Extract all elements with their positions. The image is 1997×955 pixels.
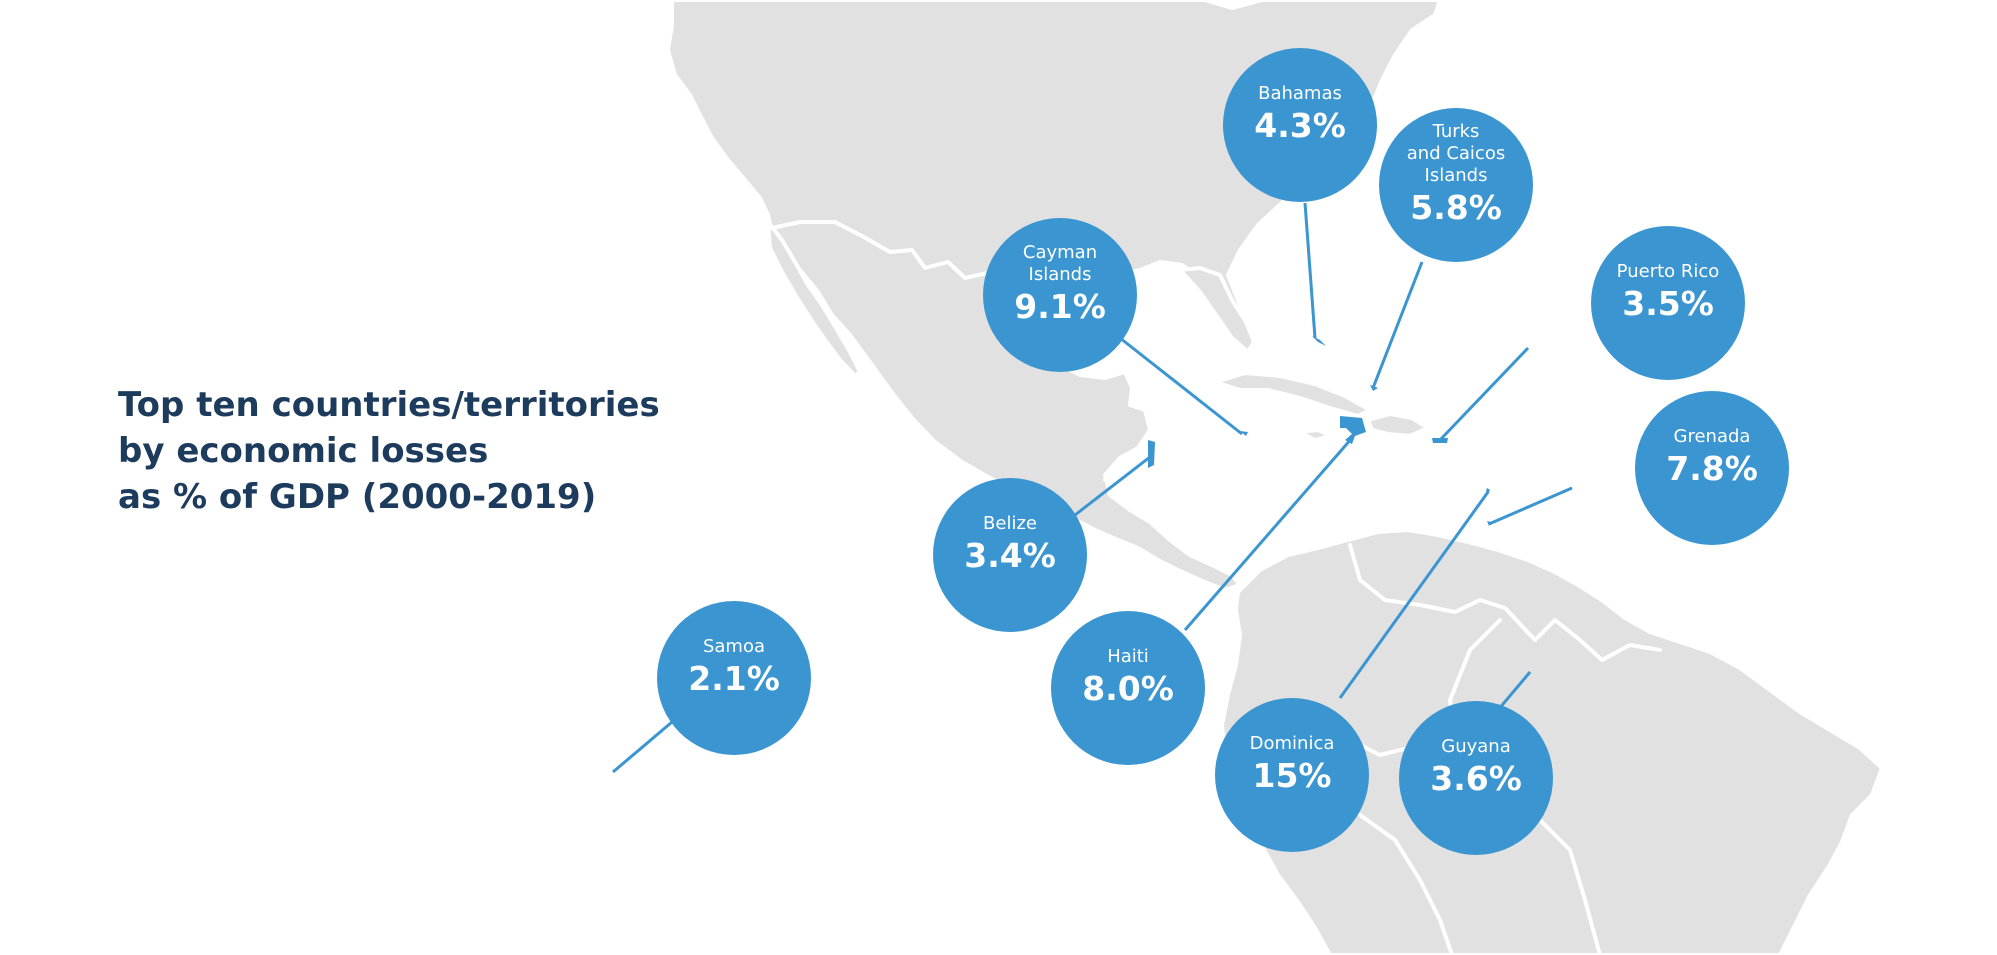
bubble-circle-puerto [1591, 226, 1745, 380]
loss-value-samoa: 2.1% [688, 659, 780, 698]
leader-line-haiti [1183, 437, 1354, 631]
loss-value-bahamas: 4.3% [1254, 106, 1346, 145]
bubble-circle-haiti [1051, 611, 1205, 765]
border-usa-canada [1203, 0, 1264, 10]
border-usa-mexico [770, 220, 994, 280]
haiti-shape [1340, 416, 1366, 444]
loss-value-guyana: 3.6% [1430, 759, 1522, 798]
bubble-circle-cayman [983, 218, 1137, 372]
leader-line-turks [1371, 261, 1424, 389]
leader-line-cayman [1119, 336, 1243, 436]
country-name-puerto: Puerto Rico [1617, 261, 1720, 282]
bahamas-shape [1312, 336, 1326, 346]
bubble-circle-dominica [1215, 698, 1369, 852]
country-name-turks: Islands [1425, 165, 1488, 186]
bubble-circle-belize [933, 478, 1087, 632]
border-south-america-north [1348, 543, 1662, 662]
leader-line-dominica [1338, 491, 1490, 699]
country-name-cayman: Cayman [1023, 242, 1097, 263]
leader-line-belize [1074, 455, 1151, 517]
country-name-dominica: Dominica [1250, 733, 1335, 754]
loss-value-haiti: 8.0% [1082, 669, 1174, 708]
leader-line-bahamas [1303, 202, 1317, 339]
jamaica [1298, 428, 1332, 442]
leader-line-grenada [1488, 486, 1573, 526]
baja-california [766, 220, 862, 378]
bubble-circle-guyana [1399, 701, 1553, 855]
bubble-circle-bahamas [1223, 48, 1377, 202]
country-name-cayman: Islands [1029, 264, 1092, 285]
loss-value-dominica: 15% [1253, 756, 1332, 795]
country-name-belize: Belize [983, 513, 1037, 534]
bubble-circle-grenada [1635, 391, 1789, 545]
country-name-turks: Turks [1432, 121, 1480, 142]
loss-value-cayman: 9.1% [1014, 287, 1106, 326]
florida [1178, 266, 1256, 354]
country-name-bahamas: Bahamas [1258, 83, 1342, 104]
leader-line-samoa [612, 720, 673, 774]
loss-value-puerto: 3.5% [1622, 284, 1714, 323]
country-name-grenada: Grenada [1674, 426, 1751, 447]
belize-shape [1148, 440, 1155, 468]
bubble-circle-turks [1379, 108, 1533, 262]
country-name-guyana: Guyana [1441, 736, 1510, 757]
title-line-1: Top ten countries/territories [118, 385, 660, 425]
leader-line-puerto [1438, 346, 1530, 442]
hispaniola [1366, 412, 1430, 438]
highlighted-islands [1148, 336, 1491, 526]
leader-line-guyana [1496, 671, 1532, 711]
country-name-turks: and Caicos [1407, 143, 1505, 164]
country-name-haiti: Haiti [1107, 646, 1149, 667]
puerto-rico-shape [1432, 438, 1448, 443]
loss-value-belize: 3.4% [964, 536, 1056, 575]
loss-value-grenada: 7.8% [1666, 449, 1758, 488]
bubble-circle-samoa [657, 601, 811, 755]
country-name-samoa: Samoa [703, 636, 765, 657]
cuba [1213, 371, 1372, 418]
loss-value-turks: 5.8% [1410, 188, 1502, 227]
border-central-america [1103, 478, 1210, 554]
leader-lines [612, 202, 1573, 774]
title-line-3: as % of GDP (2000-2019) [118, 477, 597, 517]
title-line-2: by economic losses [118, 431, 489, 471]
infographic-title: Top ten countries/territories by economi… [118, 382, 660, 520]
